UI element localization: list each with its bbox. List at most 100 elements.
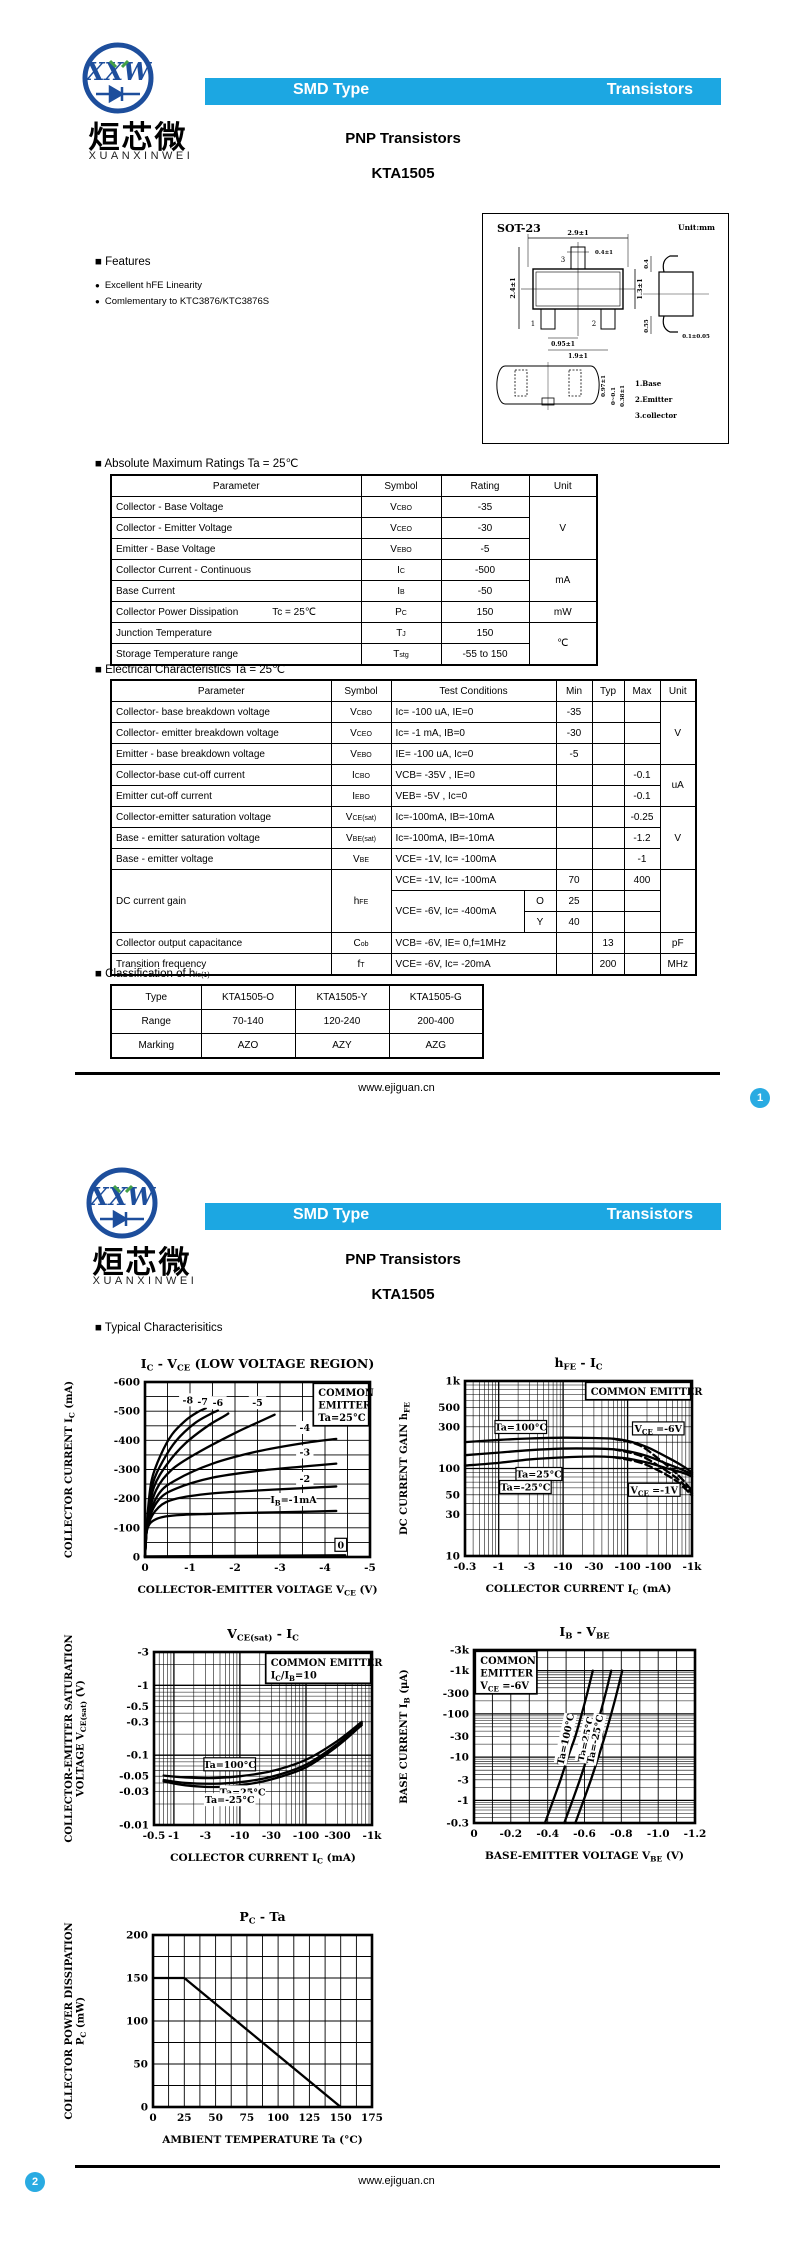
max-cell <box>623 722 661 744</box>
chart-title: VCE(sat)​ - IC​ <box>226 1626 299 1644</box>
x-tick-label: -300 <box>324 1830 350 1842</box>
curve-label: -8 <box>179 1393 197 1407</box>
y-tick-label: -100 <box>443 1708 469 1720</box>
symbol-cell: Cob <box>330 932 392 954</box>
column-header: Test Conditions <box>390 679 557 702</box>
y-axis-label: COLLECTOR POWER DISSIPATION <box>64 1922 75 2119</box>
param-cell: Collector - Emitter Voltage <box>110 517 362 539</box>
brand-name-en: XUANXINWEI <box>92 1275 198 1287</box>
x-tick-label: 0 <box>149 2112 156 2124</box>
table-header-row: Type KTA1505-O KTA1505-Y KTA1505-G <box>110 984 484 1010</box>
rating-cell: -35 <box>440 496 530 518</box>
min-cell <box>555 848 593 870</box>
rating-cell: 150 <box>440 601 530 623</box>
y-tick-label: -0.1 <box>126 1750 149 1762</box>
y-tick-label: -0.03 <box>119 1786 149 1798</box>
brand-name-en: XUANXINWEI <box>88 150 194 162</box>
svg-text:Ta=-25°C: Ta=-25°C <box>501 1483 551 1494</box>
pkg-dim-label: 0.97±1 <box>601 375 607 397</box>
feature-item: ● Comlementary to KTC3876/KTC3876S <box>95 296 269 307</box>
table-row: Collector- base breakdown voltage VCBO Ic… <box>110 701 697 765</box>
banner-smd-type: SMD Type <box>293 1206 370 1223</box>
series-Ta100CVCE-1V <box>612 1437 694 1492</box>
x-tick-label: 75 <box>240 2112 255 2124</box>
chart-ib_vbe: IB​ - VBE​ Ta=100°CTa=25°CTa=-25°CCOMMON… <box>399 1624 706 1864</box>
logo-svg: XXW <box>82 42 154 114</box>
footer-rule <box>75 1072 720 1075</box>
x-tick-label: -3 <box>200 1830 212 1842</box>
chart-title: hFE​ - IC​ <box>554 1355 602 1373</box>
curve-label: IB​=-1mA <box>270 1493 317 1508</box>
symbol-cell: VEBO <box>330 743 392 765</box>
max-cell: -1 <box>623 848 661 870</box>
abs-max-table: Parameter Symbol Rating Unit Collector - Ba… <box>110 474 598 666</box>
param-cell: Collector- emitter breakdown voltage <box>110 722 332 744</box>
y-tick-label: -0.5 <box>126 1701 149 1713</box>
x-tick-label: -1 <box>184 1562 196 1574</box>
symbol-cell: ICBO <box>330 764 392 786</box>
logo-accent-icon <box>124 1184 134 1194</box>
x-tick-label: -3 <box>274 1562 286 1574</box>
curve-label: -2 <box>296 1471 314 1485</box>
rating-cell: -5 <box>440 538 530 560</box>
svg-text:IC​/IB​=10: IC​/IB​=10 <box>271 1670 317 1683</box>
x-tick-label: -1.0 <box>647 1828 670 1840</box>
series-Ta25CVCE-1V <box>612 1448 694 1495</box>
unit-cell: ℃ <box>528 622 598 666</box>
param-cell: Collector-emitter saturation voltage <box>110 806 332 828</box>
param-cell: Emitter cut-off current <box>110 785 332 807</box>
x-tick-label: 100 <box>267 2112 289 2124</box>
svg-text:1.Base: 1.Base <box>635 379 662 388</box>
package-svg: SOT-23 Unit:mm 2.9±1 0.4±1 2.4±1 1.3±1 0… <box>496 222 715 420</box>
abs-max-heading: ■ Absolute Maximum Ratings Ta = 25℃ <box>95 458 299 470</box>
typ-cell: 13 <box>591 932 625 954</box>
package-outline-drawing: SOT-23 Unit:mm 2.9±1 0.4±1 2.4±1 1.3±1 0… <box>482 213 729 444</box>
table-row: Collector - Base Voltage VCBO -35 V <box>110 496 598 560</box>
condition-cell: VEB= -5V , Ic=0 <box>390 785 557 807</box>
column-header: Unit <box>659 679 697 702</box>
class-cell: Range <box>110 1009 202 1034</box>
bullet-icon: ● <box>95 281 100 290</box>
logo-svg: XXW <box>86 1167 158 1239</box>
min-cell <box>555 953 593 976</box>
column-header: Symbol <box>360 474 442 497</box>
y-tick-label: 50 <box>445 1489 460 1501</box>
y-axis-label: DC CURRENT GAIN hFE​ <box>399 1402 412 1535</box>
y-tick-label: 10 <box>445 1551 460 1563</box>
chart-vcesat_ic: VCE(sat)​ - IC​ Ta=100°C Ta=25°CTa=-25°C C… <box>64 1626 383 1866</box>
x-tick-label: -0.6 <box>573 1828 596 1840</box>
max-cell: 400 <box>623 869 661 891</box>
y-tick-label: -3 <box>137 1647 149 1659</box>
x-axis-label: COLLECTOR CURRENT IC​ (mA) <box>170 1852 356 1866</box>
svg-text:-6: -6 <box>213 1398 224 1409</box>
max-cell: -0.25 <box>623 806 661 828</box>
x-tick-label: -0.4 <box>536 1828 559 1840</box>
y-axis-label: VOLTAGE VCE(sat)​ (V) <box>76 1680 89 1798</box>
param-cell: Emitter - Base Voltage <box>110 538 362 560</box>
x-tick-label: 150 <box>330 2112 352 2124</box>
unit-cell: pF <box>659 932 697 954</box>
column-header: Typ <box>591 679 625 702</box>
table-row: Emitter cut-off current IEBO VEB= -5V , I… <box>110 785 696 807</box>
x-tick-label: 0 <box>470 1828 477 1840</box>
table-row: Range 70-140 120-240 200-400 <box>110 1009 484 1034</box>
curve-label: -4 <box>296 1421 314 1434</box>
chart-pc_ta: PC​ - Ta 0 25 50 75 100 125 150 175 0 50 100 150 200… <box>64 1912 383 2146</box>
x-tick-label: -2 <box>229 1562 241 1574</box>
y-tick-label: -3k <box>450 1645 470 1657</box>
y-tick-label: -400 <box>114 1435 140 1447</box>
column-header: Parameter <box>110 679 332 702</box>
svg-text:3: 3 <box>561 256 565 264</box>
pkg-side-view: 0.4 0.55 0.1±0.05 <box>643 255 710 340</box>
min-cell <box>555 806 593 828</box>
x-tick-label: -10 <box>230 1830 249 1842</box>
svg-text:Ta=25°C: Ta=25°C <box>318 1413 365 1424</box>
pkg-dim-label: 0.55 <box>644 319 650 333</box>
table-row: Base - emitter saturation voltage VBE(sa… <box>110 827 696 849</box>
table-row: Base Current IB -50 <box>110 580 597 602</box>
typical-characteristics-heading: ■ Typical Characterisitics <box>95 1322 223 1334</box>
y-tick-label: 100 <box>438 1463 460 1475</box>
svg-text:3.collector: 3.collector <box>635 411 677 420</box>
part-number: KTA1505 <box>371 165 435 182</box>
